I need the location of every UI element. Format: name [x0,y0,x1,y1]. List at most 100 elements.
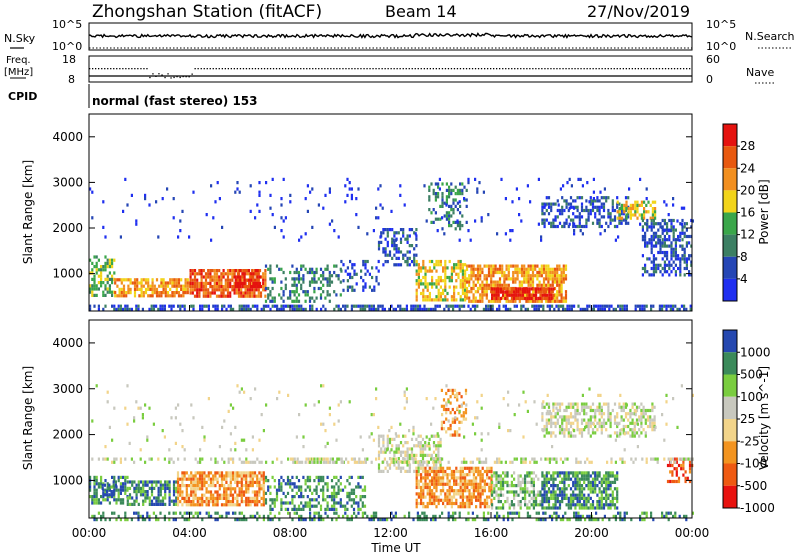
heatmap-cell [622,212,625,216]
heatmap-cell [453,482,456,486]
heatmap-cell [569,218,573,222]
heatmap-cell [101,483,104,487]
heatmap-cell [661,250,664,255]
heatmap-cell [553,293,557,297]
heatmap-cell [144,281,148,285]
heatmap-cell [531,283,535,287]
heatmap-cell [350,187,353,191]
heatmap-cell [591,503,595,507]
heatmap-cell [499,506,502,510]
heatmap-cell [666,244,669,248]
heatmap-cell [437,298,440,302]
heatmap-cell [468,274,471,278]
heatmap-cell [475,479,478,483]
heatmap-cell [100,277,103,281]
heatmap-cell [437,482,440,486]
heatmap-cell [201,304,204,308]
heatmap-cell [459,266,462,270]
heatmap-cell [528,287,531,291]
heatmap-cell [229,487,232,491]
heatmap-cell [605,484,608,488]
nave-point [378,68,380,70]
heatmap-cell [433,501,436,506]
nave-point [399,68,401,70]
heatmap-cell [572,402,575,406]
heatmap-cell [215,285,219,289]
heatmap-cell [655,270,658,274]
heatmap-cell [537,222,540,226]
heatmap-cell [603,229,606,233]
heatmap-cell [514,277,517,281]
heatmap-cell [293,304,296,308]
heatmap-cell [602,421,606,425]
nave-point [670,68,673,70]
heatmap-cell [592,197,595,201]
heatmap-cell [475,485,478,490]
heatmap-cell [551,274,554,278]
heatmap-cell [548,304,551,308]
heatmap-cell [547,212,551,216]
heatmap-cell [364,266,367,270]
heatmap-cell [464,388,468,392]
heatmap-cell [215,275,219,279]
heatmap-cell [194,490,197,494]
heatmap-cell [650,244,653,248]
heatmap-cell [284,501,287,505]
heatmap-cell [458,200,461,204]
heatmap-cell [339,267,342,271]
range-tick-label: 2000 [52,221,83,235]
heatmap-cell [226,272,230,276]
heatmap-cell [348,482,351,486]
heatmap-cell [476,274,480,278]
heatmap-cell [308,296,312,300]
heatmap-cell [445,211,448,215]
heatmap-cell [690,273,693,277]
heatmap-cell [271,299,274,303]
heatmap-cell [432,457,436,461]
heatmap-cell [359,498,362,502]
heatmap-cell [605,471,608,475]
heatmap-cell [212,503,215,507]
heatmap-cell [330,491,334,495]
heatmap-cell [535,474,538,478]
heatmap-cell [448,498,451,502]
heatmap-cell [306,184,309,188]
heatmap-cell [521,487,524,491]
heatmap-cell [391,437,394,441]
heatmap-cell [406,469,409,473]
heatmap-cell [320,457,323,461]
heatmap-cell [137,304,140,308]
heatmap-cell [683,273,686,277]
heatmap-cell [499,477,502,481]
heatmap-cell [472,274,475,278]
freq-trace [89,68,692,79]
heatmap-cell [380,240,383,244]
heatmap-cell [176,490,180,494]
heatmap-cell [605,487,608,491]
heatmap-cell [567,215,570,219]
heatmap-cell [460,304,463,308]
heatmap-cell [439,295,442,299]
heatmap-cell [561,424,564,429]
heatmap-cell [556,484,559,488]
heatmap-cell [181,493,184,497]
heatmap-cell [193,278,197,282]
heatmap-cell [474,177,477,181]
heatmap-cell [556,277,559,281]
heatmap-cell [282,307,285,311]
heatmap-cell [126,496,129,500]
heatmap-cell [502,477,505,481]
heatmap-cell [498,270,502,275]
heatmap-cell [213,281,216,285]
heatmap-cell [275,498,279,502]
heatmap-cell [258,480,261,484]
heatmap-cell [442,473,445,477]
heatmap-cell [627,215,630,219]
heatmap-cell [562,184,565,188]
heatmap-cell [666,225,669,229]
heatmap-cell [430,434,433,438]
heatmap-cell [485,304,488,308]
heatmap-cell [578,412,581,416]
heatmap-cell [227,500,230,504]
heatmap-cell [139,493,143,497]
